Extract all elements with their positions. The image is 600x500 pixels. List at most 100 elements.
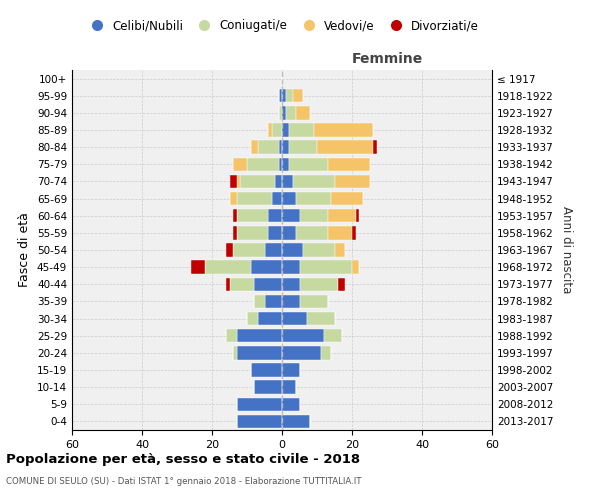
Bar bbox=[205, 260, 251, 274]
Bar bbox=[229, 278, 254, 291]
Bar bbox=[303, 244, 335, 256]
Bar bbox=[299, 294, 328, 308]
Bar bbox=[191, 260, 205, 274]
Bar bbox=[275, 174, 282, 188]
Bar bbox=[236, 329, 282, 342]
Bar bbox=[338, 278, 345, 291]
Bar bbox=[282, 244, 303, 256]
Bar bbox=[257, 140, 278, 154]
Bar bbox=[282, 364, 299, 376]
Bar bbox=[282, 106, 286, 120]
Bar bbox=[328, 158, 370, 171]
Bar bbox=[282, 329, 324, 342]
Bar bbox=[282, 89, 286, 102]
Bar bbox=[335, 174, 370, 188]
Bar bbox=[233, 244, 265, 256]
Bar bbox=[233, 209, 236, 222]
Legend: Celibi/Nubili, Coniugati/e, Vedovi/e, Divorziati/e: Celibi/Nubili, Coniugati/e, Vedovi/e, Di… bbox=[80, 14, 484, 37]
Bar bbox=[335, 244, 345, 256]
Bar bbox=[282, 226, 296, 239]
Bar bbox=[236, 192, 271, 205]
Bar bbox=[278, 89, 282, 102]
Bar bbox=[328, 226, 352, 239]
Bar bbox=[282, 174, 293, 188]
Bar bbox=[286, 89, 293, 102]
Bar bbox=[268, 209, 282, 222]
Bar bbox=[289, 158, 328, 171]
Bar bbox=[282, 192, 296, 205]
Bar bbox=[233, 158, 247, 171]
Bar bbox=[240, 174, 275, 188]
Bar bbox=[314, 124, 373, 136]
Bar bbox=[233, 346, 236, 360]
Bar bbox=[282, 346, 320, 360]
Bar bbox=[268, 124, 271, 136]
Bar bbox=[293, 174, 335, 188]
Bar bbox=[251, 364, 282, 376]
Bar bbox=[271, 192, 282, 205]
Bar bbox=[278, 158, 282, 171]
Bar bbox=[282, 209, 299, 222]
Bar bbox=[236, 346, 282, 360]
Bar bbox=[247, 158, 278, 171]
Bar bbox=[293, 89, 303, 102]
Bar bbox=[271, 124, 282, 136]
Bar bbox=[296, 106, 310, 120]
Bar bbox=[282, 124, 289, 136]
Bar bbox=[299, 209, 328, 222]
Bar bbox=[251, 140, 257, 154]
Bar bbox=[229, 174, 236, 188]
Bar bbox=[299, 260, 352, 274]
Bar bbox=[254, 380, 282, 394]
Bar bbox=[226, 278, 229, 291]
Bar bbox=[278, 106, 282, 120]
Bar bbox=[320, 346, 331, 360]
Text: Femmine: Femmine bbox=[352, 52, 422, 66]
Bar bbox=[229, 192, 236, 205]
Bar bbox=[352, 260, 359, 274]
Bar bbox=[282, 380, 296, 394]
Bar bbox=[355, 209, 359, 222]
Bar bbox=[328, 209, 355, 222]
Bar bbox=[226, 244, 233, 256]
Bar bbox=[278, 140, 282, 154]
Bar bbox=[324, 329, 341, 342]
Bar bbox=[373, 140, 377, 154]
Bar bbox=[282, 398, 299, 411]
Bar bbox=[296, 192, 331, 205]
Text: COMUNE DI SEULO (SU) - Dati ISTAT 1° gennaio 2018 - Elaborazione TUTTITALIA.IT: COMUNE DI SEULO (SU) - Dati ISTAT 1° gen… bbox=[6, 478, 361, 486]
Bar bbox=[307, 312, 335, 326]
Bar bbox=[257, 312, 282, 326]
Bar bbox=[282, 158, 289, 171]
Bar bbox=[282, 312, 307, 326]
Text: Popolazione per età, sesso e stato civile - 2018: Popolazione per età, sesso e stato civil… bbox=[6, 452, 360, 466]
Y-axis label: Fasce di età: Fasce di età bbox=[19, 212, 31, 288]
Bar bbox=[282, 260, 299, 274]
Bar bbox=[236, 398, 282, 411]
Y-axis label: Anni di nascita: Anni di nascita bbox=[560, 206, 573, 294]
Bar bbox=[296, 226, 328, 239]
Bar bbox=[282, 278, 299, 291]
Bar bbox=[265, 294, 282, 308]
Bar bbox=[289, 124, 314, 136]
Bar bbox=[286, 106, 296, 120]
Bar bbox=[265, 244, 282, 256]
Bar bbox=[282, 294, 299, 308]
Bar bbox=[236, 226, 268, 239]
Bar bbox=[236, 414, 282, 428]
Bar bbox=[236, 209, 268, 222]
Bar bbox=[254, 278, 282, 291]
Bar bbox=[226, 329, 236, 342]
Bar bbox=[299, 278, 338, 291]
Bar bbox=[289, 140, 317, 154]
Bar bbox=[331, 192, 362, 205]
Bar bbox=[247, 312, 257, 326]
Bar bbox=[236, 174, 240, 188]
Bar bbox=[254, 294, 265, 308]
Bar bbox=[352, 226, 355, 239]
Bar bbox=[282, 414, 310, 428]
Bar bbox=[268, 226, 282, 239]
Bar bbox=[251, 260, 282, 274]
Bar bbox=[317, 140, 373, 154]
Bar bbox=[233, 226, 236, 239]
